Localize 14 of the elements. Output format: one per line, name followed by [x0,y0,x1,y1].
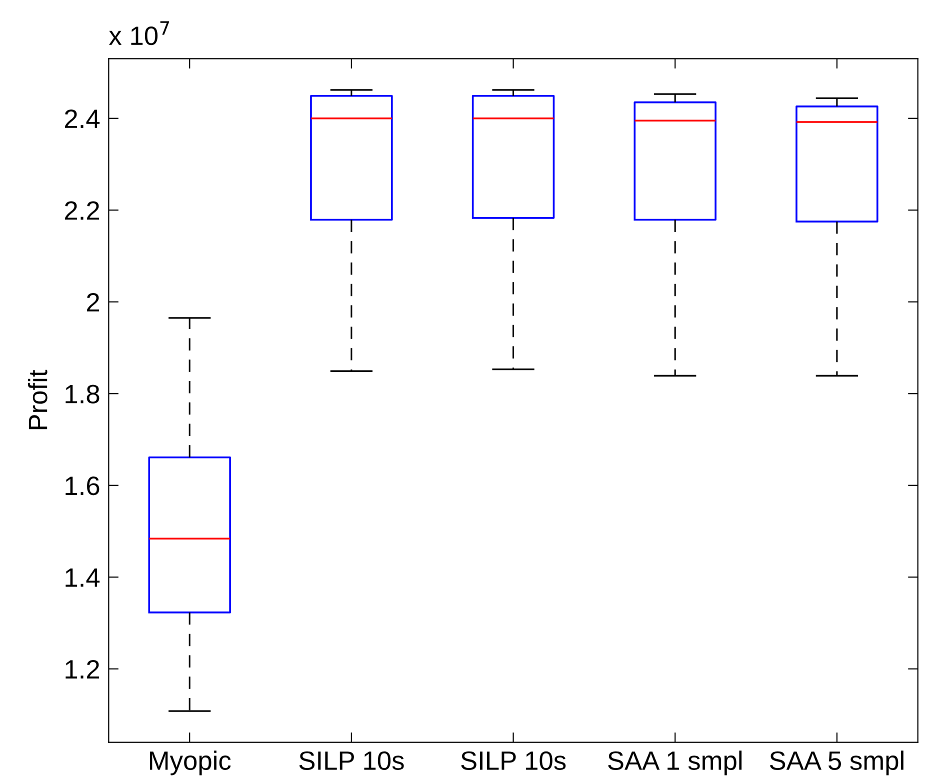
y-tick-label: 1.6 [66,476,100,496]
y-axis-title: Profit [28,370,48,430]
y-tick-label: 2 [87,293,100,312]
x-tick-label: Myopic [150,750,231,776]
y-tick-label: 1.2 [66,660,100,678]
x-tick-label: SAA 5 smpl [770,750,904,776]
y-tick-label: 2.2 [65,201,100,220]
y-tick-label: 1.4 [66,568,100,587]
text: x 10$^{7}$ [108,21,169,46]
x-tick-label: SILP 10s [299,751,404,770]
x-tick-label: SAA 1 smpl [608,750,742,776]
x-tick-label: SILP 10s [461,751,566,770]
y-tick-label: 1.8 [66,384,100,404]
y-tick-label: 2.4 [65,110,100,128]
